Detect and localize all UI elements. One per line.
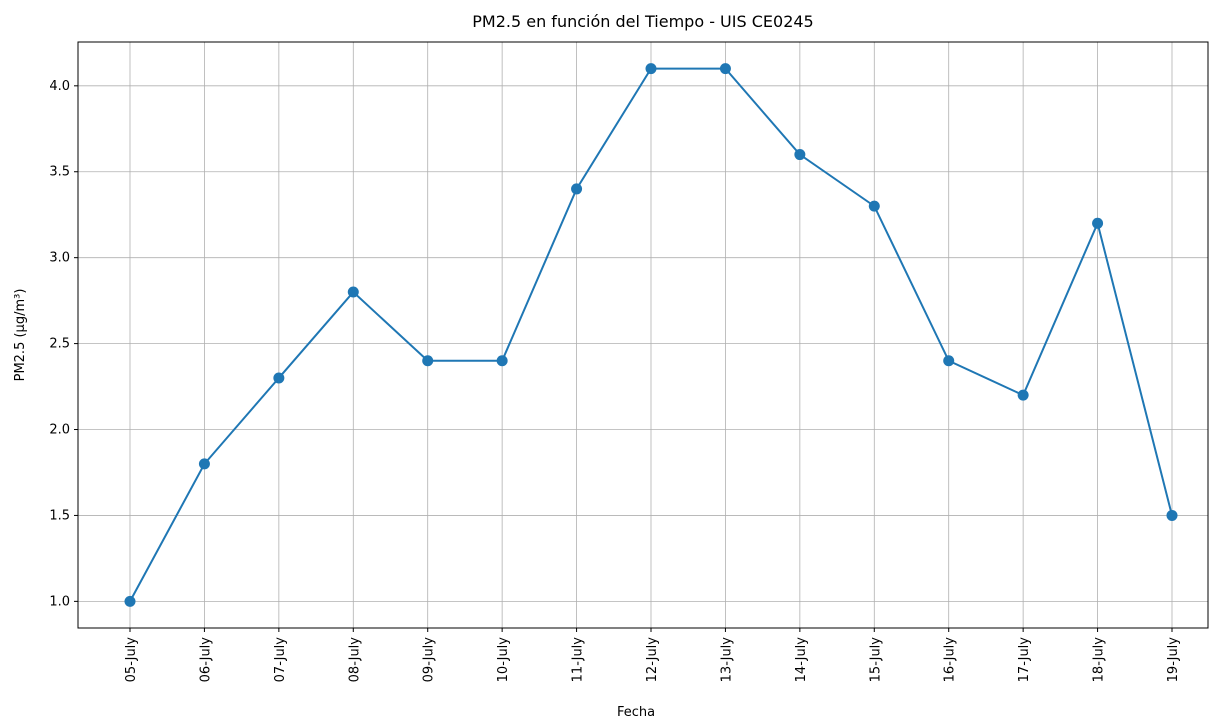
y-tick-label: 1.0: [49, 594, 70, 609]
x-tick-label: 05-July: [124, 637, 139, 683]
data-point: [198, 458, 210, 470]
data-point: [124, 595, 136, 607]
x-tick-label: 17-July: [1017, 637, 1032, 683]
x-tick-label: 07-July: [273, 637, 288, 683]
data-point: [719, 63, 731, 75]
y-tick-label: 4.0: [49, 79, 70, 94]
data-point: [273, 372, 285, 384]
x-tick-label: 18-July: [1092, 637, 1107, 683]
x-tick-label: 08-July: [347, 637, 362, 683]
data-point: [943, 355, 955, 367]
y-tick-label: 3.0: [49, 251, 70, 266]
data-point: [571, 183, 583, 195]
x-tick-label: 13-July: [719, 637, 734, 683]
x-tick-label: 15-July: [868, 637, 883, 683]
x-tick-label: 10-July: [496, 637, 511, 683]
x-axis-label: Fecha: [617, 705, 655, 720]
x-tick-label: 19-July: [1166, 637, 1181, 683]
x-tick-label: 12-July: [645, 637, 660, 683]
data-point: [868, 200, 880, 212]
x-tick-label: 16-July: [943, 637, 958, 683]
y-tick-label: 1.5: [49, 508, 70, 523]
y-tick-label: 2.0: [49, 423, 70, 438]
x-tick-label: 11-July: [571, 637, 586, 683]
data-point: [645, 63, 657, 75]
plot-frame: [77, 41, 1209, 629]
data-point: [1017, 389, 1029, 401]
x-tick-label: 09-July: [422, 637, 437, 683]
y-axis-label: PM2.5 (µg/m³): [13, 289, 28, 382]
x-tick-label: 14-July: [794, 637, 809, 683]
data-point: [1166, 509, 1178, 521]
x-tick-label: 06-July: [198, 637, 213, 683]
chart-title: PM2.5 en función del Tiempo - UIS CE0245: [472, 12, 813, 31]
data-point: [794, 149, 806, 161]
data-point: [1092, 217, 1104, 229]
data-point: [347, 286, 359, 298]
y-tick-label: 3.5: [49, 165, 70, 180]
data-point: [422, 355, 434, 367]
data-point: [496, 355, 508, 367]
y-tick-label: 2.5: [49, 337, 70, 352]
